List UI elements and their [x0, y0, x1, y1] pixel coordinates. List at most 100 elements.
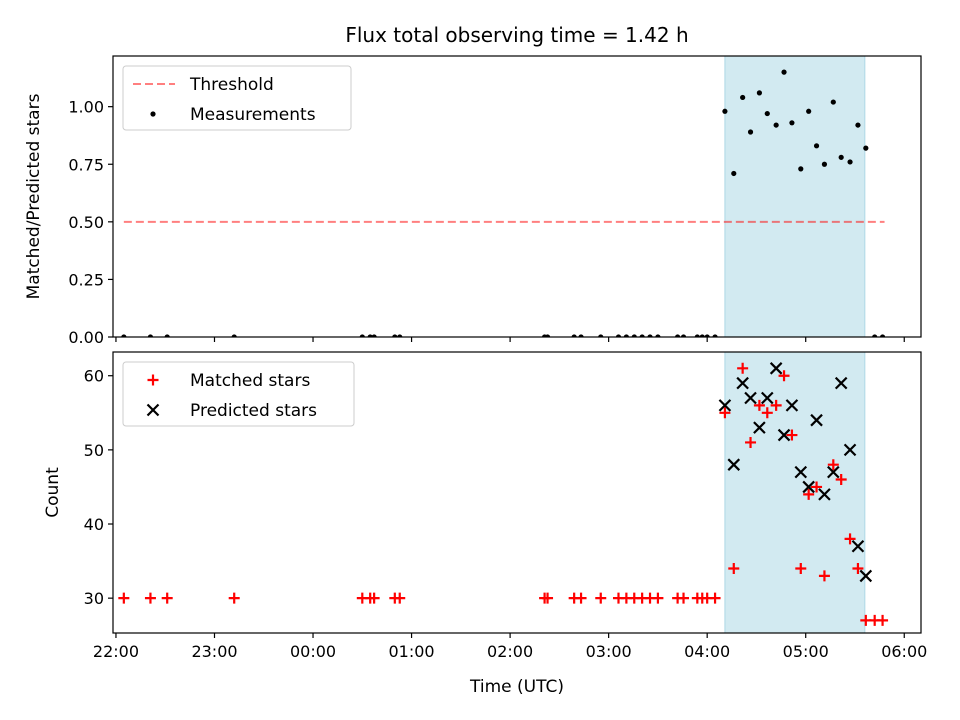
- data-point-x: [769, 362, 783, 375]
- data-point-plus: [678, 592, 690, 604]
- legend-label: Predicted stars: [190, 401, 317, 421]
- y-tick-label: 30: [84, 589, 104, 608]
- data-point-dot: [694, 334, 700, 337]
- y-tick-label: 60: [84, 367, 104, 386]
- data-point-dot: [731, 170, 737, 177]
- data-point-dot: [789, 120, 795, 126]
- data-point-plus: [778, 370, 790, 382]
- x-tick-label: 04:00: [684, 642, 730, 661]
- data-point-x: [802, 480, 815, 494]
- data-point-x: [827, 465, 840, 479]
- data-point-x: [785, 399, 799, 412]
- x-tick-label: 06:00: [881, 642, 927, 661]
- data-point-dot: [830, 99, 836, 105]
- data-point-dot: [639, 334, 645, 337]
- data-point-dot: [712, 334, 718, 337]
- data-point-plus: [811, 481, 823, 493]
- x-tick-label: 23:00: [191, 642, 237, 661]
- data-point-x: [810, 413, 823, 427]
- x-tick-label: 00:00: [290, 642, 336, 661]
- data-point-dot: [798, 166, 804, 172]
- legend-marker: [147, 374, 159, 386]
- data-point-x: [777, 428, 791, 442]
- legend-marker: [146, 403, 160, 417]
- data-point-plus: [827, 459, 839, 471]
- legend-box: [122, 361, 355, 427]
- data-point-plus: [852, 562, 864, 574]
- data-point-x: [843, 443, 857, 457]
- data-point-plus: [803, 488, 815, 500]
- y-tick-label: 50: [84, 441, 104, 460]
- data-point-x: [818, 488, 831, 501]
- data-point-dot: [756, 90, 763, 96]
- data-point-plus: [368, 592, 380, 604]
- data-point-dot: [647, 334, 653, 337]
- data-point-x: [736, 376, 749, 390]
- data-point-dot: [231, 334, 237, 337]
- data-point-dot: [631, 334, 637, 337]
- data-point-x: [744, 391, 757, 405]
- data-point-plus: [144, 592, 156, 604]
- data-point-plus: [770, 399, 782, 411]
- chart-title: Flux total observing time = 1.42 h: [345, 23, 688, 47]
- data-point-plus: [761, 407, 773, 419]
- data-point-dot: [806, 108, 812, 114]
- x-axis-label: Time (UTC): [469, 677, 564, 697]
- axes-frame: [112, 351, 922, 634]
- y-axis-label: Count: [43, 467, 63, 518]
- data-point-plus: [786, 429, 798, 441]
- y-axis-label: Matched/Predicted stars: [24, 93, 44, 299]
- data-point-plus: [728, 562, 740, 574]
- data-point-plus: [161, 592, 173, 604]
- y-tick-label: 0.50: [68, 213, 104, 232]
- data-point-dot: [623, 334, 629, 337]
- x-tick-label: 05:00: [783, 642, 829, 661]
- bottom-panel: 22:00 23:00 00:00 01:00 02:00 03:00 04:00 05:00…: [43, 351, 927, 661]
- legend-label: Measurements: [190, 105, 316, 125]
- x-tick-label: 02:00: [487, 642, 533, 661]
- plot-area: [118, 352, 889, 633]
- data-point-plus: [719, 407, 731, 419]
- y-tick-label: 40: [84, 515, 104, 534]
- axes-frame: [112, 55, 922, 338]
- legend-label: Matched stars: [190, 371, 310, 391]
- data-point-plus: [737, 362, 749, 374]
- data-point-x: [761, 391, 774, 405]
- data-point-dot: [680, 334, 687, 337]
- data-point-dot: [704, 334, 710, 337]
- legend-box: [122, 65, 352, 131]
- y-tick-label: 0.25: [68, 270, 104, 289]
- data-point-x: [859, 569, 873, 583]
- data-point-plus: [818, 570, 830, 582]
- data-point-plus: [394, 592, 406, 604]
- data-point-x: [753, 421, 766, 434]
- data-point-dot: [838, 154, 844, 160]
- data-point-dot: [578, 334, 584, 337]
- data-point-dot: [544, 334, 551, 337]
- top-panel: 0.00 0.25 0.50 0.75 1.00 Matched/Predicted st…: [24, 55, 922, 347]
- data-point-plus: [709, 592, 721, 604]
- x-tick-label: 22:00: [93, 642, 139, 661]
- data-point-plus: [595, 592, 607, 604]
- y-tick-label: 0.75: [68, 155, 104, 174]
- data-point-dot: [879, 334, 886, 337]
- data-point-dot: [781, 69, 787, 75]
- data-point-plus: [753, 399, 765, 411]
- data-point-plus: [877, 614, 889, 626]
- data-point-dot: [367, 334, 373, 337]
- data-point-plus: [228, 592, 240, 604]
- data-point-dot: [747, 129, 754, 135]
- data-point-dot: [847, 159, 853, 165]
- data-point-dot: [571, 334, 577, 337]
- data-point-plus: [835, 474, 847, 486]
- data-point-plus: [652, 592, 664, 604]
- data-point-dot: [164, 334, 170, 337]
- data-point-plus: [575, 592, 587, 604]
- legend-label: Threshold: [189, 75, 274, 95]
- data-point-dot: [813, 143, 820, 149]
- data-point-dot: [615, 334, 622, 337]
- data-point-x: [794, 465, 808, 479]
- data-point-dot: [359, 334, 365, 337]
- data-point-plus: [745, 436, 757, 448]
